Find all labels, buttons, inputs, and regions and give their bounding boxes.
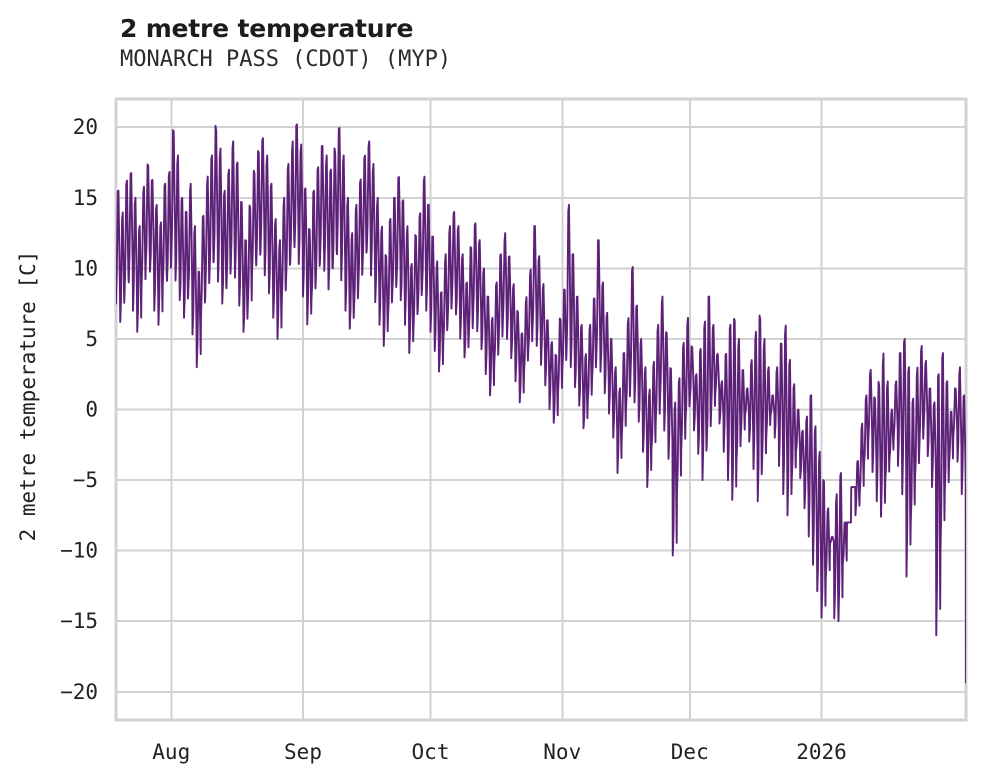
y-axis-tick-label: 5: [85, 327, 98, 351]
y-axis-tick-label: −20: [60, 680, 98, 704]
chart-subtitle: MONARCH PASS (CDOT) (MYP): [120, 47, 452, 72]
y-axis-tick-label: 15: [73, 186, 98, 210]
title-block: 2 metre temperature MONARCH PASS (CDOT) …: [120, 14, 960, 74]
x-axis-tick-label: Nov: [543, 740, 581, 764]
y-axis-tick-label: 0: [85, 398, 98, 422]
y-axis-tick-label: 20: [73, 115, 98, 139]
x-axis-tick-label: Dec: [671, 740, 709, 764]
y-axis-tick-label: −15: [60, 609, 98, 633]
x-axis-tick-label: 2026: [796, 740, 847, 764]
plot-border: [114, 97, 968, 722]
page-title: 2 metre temperature: [120, 14, 414, 43]
x-axis-tick-label: Aug: [152, 740, 190, 764]
y-axis-tick-label: 10: [73, 256, 98, 280]
y-axis-tick-label: −5: [73, 468, 98, 492]
series-line-1: [116, 123, 966, 684]
x-axis-tick-label: Oct: [412, 740, 450, 764]
y-axis-tick-label: −10: [60, 539, 98, 563]
x-axis-tick-label: Sep: [284, 740, 322, 764]
